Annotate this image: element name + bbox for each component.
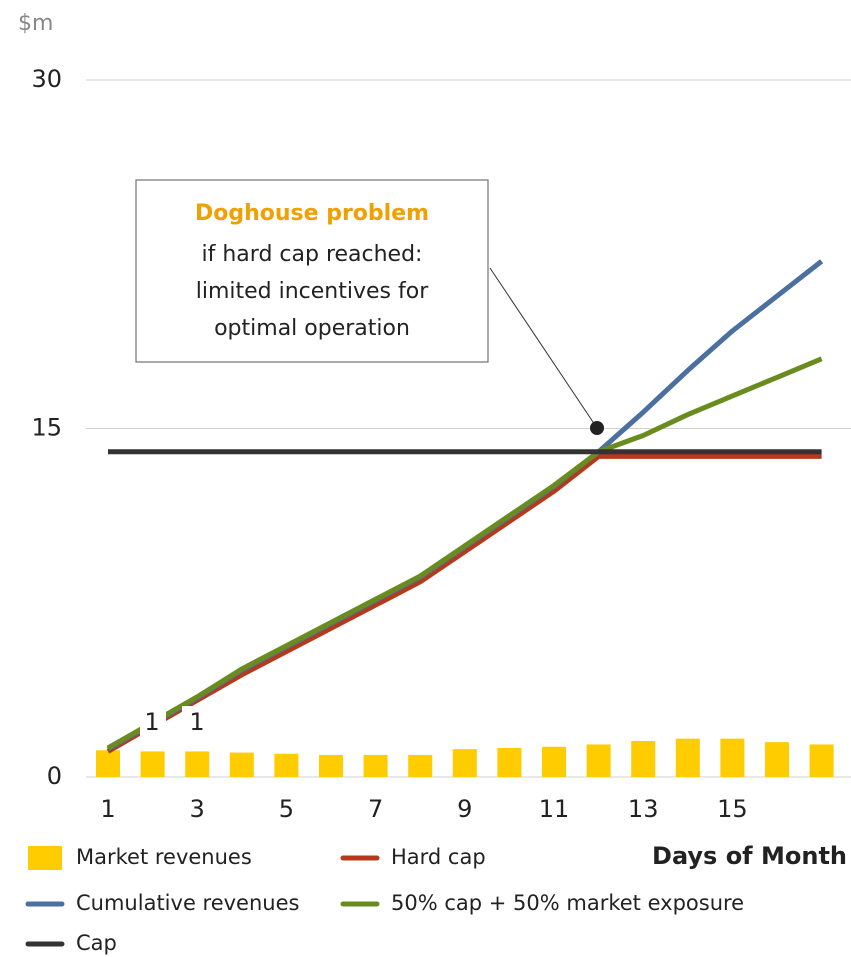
annotation-line: optimal operation xyxy=(214,316,410,341)
legend-label: 50% cap + 50% market exposure xyxy=(391,891,744,915)
bar xyxy=(140,751,165,777)
legend-swatch xyxy=(28,846,62,870)
legend-label: Market revenues xyxy=(76,845,252,869)
annotation-line: if hard cap reached: xyxy=(202,242,423,267)
bar xyxy=(720,738,745,777)
legend-label: Hard cap xyxy=(391,845,486,869)
bar xyxy=(542,746,566,777)
annotation-box xyxy=(135,179,489,363)
bar xyxy=(452,749,477,777)
x-tick-label: 9 xyxy=(457,795,472,823)
bar xyxy=(586,744,611,777)
pointer-line xyxy=(489,267,598,429)
x-tick-label: 13 xyxy=(628,795,659,823)
bar xyxy=(274,753,299,777)
line xyxy=(106,356,823,751)
bar xyxy=(809,744,834,777)
x-tick-label: 11 xyxy=(539,795,570,823)
stray-label-bg xyxy=(182,706,208,738)
bar xyxy=(408,754,433,777)
x-tick-label: 7 xyxy=(368,795,383,823)
stray-label: 1 xyxy=(144,708,159,736)
bar xyxy=(229,752,254,777)
y-tick-label: 0 xyxy=(47,762,62,790)
bar xyxy=(765,742,789,777)
y-tick-label: 30 xyxy=(31,65,62,93)
legend-label: Cap xyxy=(76,931,117,955)
bar xyxy=(185,751,210,777)
x-axis-title: Days of Month xyxy=(652,842,847,870)
x-tick-label: 1 xyxy=(100,795,115,823)
line xyxy=(106,453,822,754)
bar xyxy=(363,754,388,777)
y-tick-label: 15 xyxy=(31,414,62,442)
y-axis-unit: $m xyxy=(18,11,53,36)
annotation-title: Doghouse problem xyxy=(195,201,429,226)
stray-label-bg xyxy=(140,706,166,738)
x-tick-label: 15 xyxy=(717,795,748,823)
stray-label: 1 xyxy=(189,708,204,736)
pointer-dot xyxy=(590,421,604,435)
bar xyxy=(497,747,522,777)
x-tick-label: 5 xyxy=(279,795,294,823)
x-tick-label: 3 xyxy=(190,795,205,823)
annotation-line: limited incentives for xyxy=(196,279,429,304)
legend-label: Cumulative revenues xyxy=(76,891,299,915)
bar xyxy=(96,750,120,777)
bar xyxy=(631,740,656,777)
bar xyxy=(675,738,700,777)
bar xyxy=(319,754,343,777)
